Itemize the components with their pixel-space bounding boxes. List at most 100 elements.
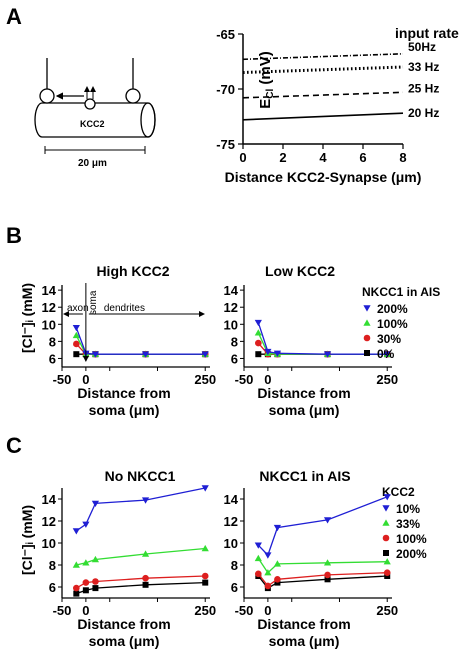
chart-c1-xlabel-1: Distance from — [77, 616, 170, 632]
chart-c2-legend-marker — [382, 519, 390, 526]
scale-label: 20 μm — [78, 158, 107, 169]
chart-a-series-line — [242, 65, 404, 74]
chart-c1-data-point — [82, 521, 90, 528]
chart-b1-data-point — [72, 325, 80, 332]
chart-b2-data-point — [273, 350, 282, 357]
chart-c1-data-point — [202, 579, 209, 586]
chart-a-ylabel: ECl (mV) — [257, 51, 276, 109]
chart-c1-data-point — [72, 528, 80, 535]
chart-c1-data-point — [201, 544, 209, 552]
chart-c1-xlabel-2: soma (μm) — [89, 633, 160, 649]
synapse-left — [39, 88, 55, 104]
chart-b1-ytick-label: 14 — [42, 283, 57, 298]
chart-c2-data-point — [323, 559, 332, 566]
chart-c2-data-point — [264, 582, 272, 590]
chart-c1-data-point — [142, 581, 149, 588]
chart-a-ytick-label: -70 — [216, 82, 235, 97]
chart-c2-xtick-label: -50 — [235, 603, 254, 618]
kcc2-label: KCC2 — [80, 119, 105, 129]
chart-c2-ytick-label: 12 — [224, 514, 238, 529]
chart-c2-ytick-label: 10 — [224, 536, 238, 551]
chart-c2-ytick-label: 8 — [231, 558, 238, 573]
chart-c1-data-point — [91, 555, 100, 563]
neuron-schematic: KCC2 20 μm — [34, 58, 156, 169]
chart-b1-xtick-label: -50 — [53, 372, 72, 387]
chart-c1-data-point — [82, 559, 90, 566]
chart-c2-legend-title: KCC2 — [382, 485, 415, 499]
chart-b2-xtick-label: 0 — [264, 372, 271, 387]
chart-b1-ytick-label: 6 — [49, 351, 56, 366]
dendrites-label: dendrites — [104, 303, 145, 314]
chart-a-ytick-label: -75 — [216, 137, 235, 152]
chart-c2-xlabel-2: soma (μm) — [269, 633, 340, 649]
chart-b1-xlabel-1: Distance from — [77, 385, 170, 401]
chart-c2-data-point — [323, 517, 332, 524]
chart-a-xtick-label: 0 — [239, 150, 246, 165]
chart-c1-title: No NKCC1 — [105, 468, 176, 484]
chart-b2-xlabel-1: Distance from — [257, 385, 350, 401]
chart-c2-data-point — [383, 494, 391, 501]
chart-c1-data-point — [201, 485, 209, 492]
chart-c1-data-point — [72, 561, 80, 568]
chart-c2-legend-marker — [382, 534, 390, 542]
chart-c2-legend-marker — [382, 505, 390, 512]
chart-c1-ytick-label: 8 — [49, 558, 56, 573]
chart-c2-data-point — [264, 552, 272, 559]
chart-a-series-label: 33 Hz — [408, 60, 439, 74]
chart-a-xtick-label: 6 — [359, 150, 366, 165]
chart-c1-data-point — [201, 572, 209, 580]
chart-a-xlabel: Distance KCC2-Synapse (μm) — [225, 169, 422, 185]
chart-c2-title: NKCC1 in AIS — [259, 468, 350, 484]
chart-b2-ytick-label: 12 — [224, 300, 238, 315]
chart-c1-xtick-label: -50 — [53, 603, 72, 618]
synapse-right — [125, 88, 141, 104]
chart-b2-title: Low KCC2 — [265, 263, 335, 279]
chart-a-series-label: 20 Hz — [408, 106, 439, 120]
chart-c2-ytick-label: 6 — [231, 580, 238, 595]
chart-c2-data-point — [324, 571, 331, 579]
chart-c2-data-point — [264, 569, 272, 576]
chart-c2-data-point — [274, 576, 281, 583]
chart-b-low-kcc2: Low KCC2 Distance from soma (μm) NKCC1 i… — [224, 263, 441, 418]
chart-c2-data-point — [273, 560, 282, 567]
chart-c1-data-point — [91, 500, 100, 507]
chart-c1-data-point — [82, 587, 89, 594]
chart-b2-legend-marker — [363, 319, 371, 326]
chart-b2-xtick-label: -50 — [235, 372, 254, 387]
chart-b1-ytick-label: 8 — [49, 334, 56, 349]
chart-c2-legend-label: 100% — [396, 532, 427, 546]
chart-b2-legend-marker — [364, 350, 370, 356]
chart-c2-data-point — [383, 558, 391, 565]
chart-c1-data-point — [142, 574, 149, 582]
chart-c1-ytick-label: 14 — [42, 492, 57, 507]
chart-b2-ytick-label: 8 — [231, 334, 238, 349]
chart-c2-legend-label: 10% — [396, 502, 420, 516]
chart-b2-data-point — [254, 329, 262, 336]
soma-label: soma — [88, 290, 99, 315]
kcc2-transporter — [84, 98, 96, 110]
chart-b1-ytick-label: 10 — [42, 317, 56, 332]
chart-b2-xtick-label: 250 — [376, 372, 398, 387]
axon-label: axon — [67, 303, 89, 314]
chart-b1-xtick-label: 0 — [82, 372, 89, 387]
chart-b1-series-line — [75, 327, 206, 355]
chart-b1-data-point — [141, 351, 150, 358]
chart-b1-data-point — [91, 351, 100, 358]
chart-b2-legend-marker — [363, 334, 371, 342]
chart-c1-data-point — [141, 550, 150, 557]
panel-label-c: C — [6, 433, 22, 458]
chart-b1-data-point — [73, 340, 80, 348]
chart-c1-data-point — [92, 578, 99, 585]
chart-b1-data-point — [72, 331, 80, 339]
chart-b2-data-point — [383, 351, 391, 358]
chart-a-xtick-label: 4 — [319, 150, 327, 165]
chart-c2-data-point — [254, 554, 262, 562]
chart-b1-xtick-label: 250 — [194, 372, 216, 387]
chart-c2-data-point — [254, 542, 262, 549]
chart-a-series-label: 25 Hz — [408, 81, 439, 95]
chart-b2-legend-label: 100% — [377, 317, 408, 331]
chart-b2-legend-title: NKCC1 in AIS — [362, 285, 440, 299]
chart-c2-ytick-label: 14 — [224, 492, 239, 507]
chart-c1-ytick-label: 6 — [49, 580, 56, 595]
